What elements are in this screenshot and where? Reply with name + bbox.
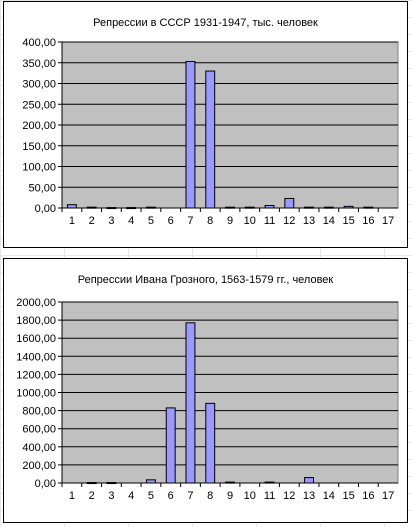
y-tick-label: 50,00	[28, 182, 56, 194]
y-tick-label: 1000,00	[16, 388, 56, 400]
x-tick-label: 6	[168, 215, 174, 227]
x-tick-label: 13	[303, 490, 315, 502]
x-tick-label: 2	[89, 215, 95, 227]
bar[interactable]	[185, 322, 196, 484]
chart-ivan-repressions[interactable]: Репрессии Ивана Грозного, 1563-1579 гг.,…	[3, 258, 408, 523]
x-tick-label: 12	[283, 490, 295, 502]
bar[interactable]	[304, 477, 315, 484]
x-tick-label: 3	[108, 215, 114, 227]
x-tick-label: 11	[264, 490, 275, 502]
x-tick-label: 1	[69, 490, 75, 502]
bar[interactable]	[106, 482, 117, 485]
bar[interactable]	[343, 205, 354, 209]
bar[interactable]	[205, 402, 216, 484]
bar[interactable]	[145, 206, 156, 209]
y-tick-label: 300,00	[22, 79, 56, 91]
x-tick-label: 9	[227, 215, 233, 227]
bar-chart-svg: 0,00 200,00 400,00 600,00 800,00 1000,00 1200,…	[16, 297, 399, 502]
x-tick-label: 3	[108, 490, 114, 502]
y-tick-label: 400,00	[22, 37, 56, 49]
bar[interactable]	[244, 206, 255, 209]
bar-chart-svg: 0,00 50,00 100,00 150,00 200,00 250,00 300,00 3…	[22, 37, 399, 227]
bar[interactable]	[264, 481, 275, 484]
x-tick-label: 12	[283, 215, 295, 227]
chart-title: Репрессии в СССР 1931-1947, тыс. человек	[93, 17, 318, 29]
bar[interactable]	[363, 206, 374, 209]
x-tick-label: 8	[207, 215, 213, 227]
bar[interactable]	[264, 205, 275, 209]
y-tick-label: 800,00	[22, 406, 56, 418]
y-tick-label: 1400,00	[16, 351, 56, 363]
y-tick-label: 0,00	[35, 203, 56, 215]
y-tick-label: 150,00	[22, 141, 56, 153]
bar[interactable]	[165, 407, 176, 484]
x-tick-label: 9	[227, 490, 233, 502]
y-tick-label: 2000,00	[16, 297, 56, 309]
bar[interactable]	[66, 204, 77, 209]
x-tick-label: 7	[187, 490, 193, 502]
x-tick-label: 17	[382, 490, 394, 502]
x-tick-label: 10	[244, 215, 256, 227]
bar[interactable]	[106, 207, 117, 210]
y-tick-label: 600,00	[22, 424, 56, 436]
x-tick-label: 7	[187, 215, 193, 227]
y-tick-label: 0,00	[35, 478, 56, 490]
x-tick-label: 16	[362, 215, 374, 227]
y-tick-label: 1800,00	[16, 315, 56, 327]
chart-title: Репрессии Ивана Грозного, 1563-1579 гг.,…	[77, 274, 334, 286]
bar[interactable]	[225, 481, 235, 484]
x-tick-label: 6	[168, 490, 174, 502]
x-tick-label: 11	[264, 215, 275, 227]
y-tick-label: 400,00	[22, 442, 56, 454]
x-tick-label: 1	[69, 215, 75, 227]
bar[interactable]	[225, 206, 235, 209]
x-tick-label: 5	[148, 490, 154, 502]
x-tick-label: 15	[342, 490, 354, 502]
x-tick-label: 15	[342, 215, 354, 227]
y-tick-label: 200,00	[22, 460, 56, 472]
x-tick-label: 14	[323, 490, 335, 502]
y-tick-label: 100,00	[22, 162, 56, 174]
x-tick-label: 13	[303, 215, 315, 227]
x-tick-label: 14	[323, 215, 335, 227]
y-tick-label: 350,00	[22, 58, 56, 70]
bar[interactable]	[126, 207, 137, 210]
x-tick-label: 8	[207, 490, 213, 502]
bar[interactable]	[86, 206, 97, 209]
x-tick-label: 16	[362, 490, 374, 502]
x-tick-label: 4	[128, 215, 134, 227]
bar[interactable]	[145, 479, 156, 484]
bar[interactable]	[323, 206, 334, 209]
y-tick-label: 1200,00	[16, 369, 56, 381]
bar[interactable]	[205, 70, 216, 209]
bar[interactable]	[304, 206, 315, 209]
x-tick-label: 17	[382, 215, 394, 227]
x-tick-label: 5	[148, 215, 154, 227]
y-tick-label: 250,00	[22, 99, 56, 111]
bar[interactable]	[86, 482, 97, 485]
x-tick-label: 10	[244, 490, 256, 502]
y-tick-label: 1600,00	[16, 333, 56, 345]
x-tick-label: 2	[89, 490, 95, 502]
bar[interactable]	[185, 61, 196, 209]
x-tick-label: 4	[128, 490, 134, 502]
bar[interactable]	[284, 197, 295, 209]
chart-ussr-repressions[interactable]: Репрессии в СССР 1931-1947, тыс. человек…	[3, 1, 408, 248]
y-tick-label: 200,00	[22, 120, 56, 132]
